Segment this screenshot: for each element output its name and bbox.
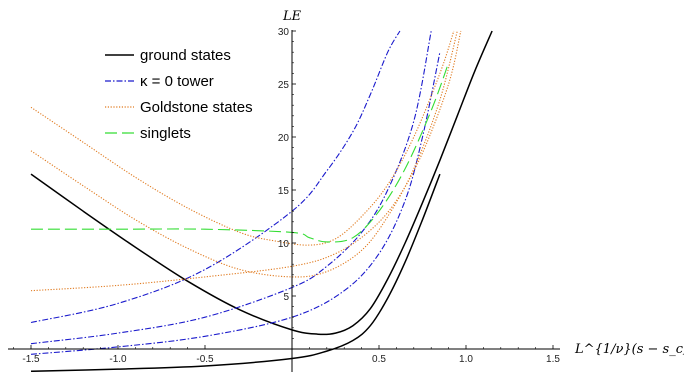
y-axis-title: LE bbox=[282, 9, 302, 24]
plot-area bbox=[30, 30, 493, 372]
series-line-0-tower-2 bbox=[30, 30, 401, 324]
tick-labels: -1.5 -1.0 -0.5 0.5 1.0 1.5 5 10 15 20 25 30 LE L^{1/ν… bbox=[22, 9, 684, 365]
y-tick-label: 5 bbox=[283, 292, 289, 303]
y-tick-label: 20 bbox=[278, 133, 290, 144]
series-line-ground-states-0 bbox=[30, 30, 493, 336]
axes bbox=[8, 30, 560, 372]
x-tick-label: -1.5 bbox=[22, 354, 40, 365]
x-tick-label: 0.5 bbox=[372, 354, 386, 365]
legend-label: singlets bbox=[140, 125, 191, 142]
series-line-0-tower-3 bbox=[30, 30, 432, 345]
x-tick-label: 1.0 bbox=[459, 354, 473, 365]
series-line-singlets-8 bbox=[31, 62, 450, 243]
legend-label: Goldstone states bbox=[140, 99, 253, 116]
series-line-goldstone-states-6 bbox=[30, 30, 458, 278]
legend: ground states κ = 0 tower Goldstone states… bbox=[105, 47, 253, 142]
x-tick-label: 1.5 bbox=[546, 354, 560, 365]
x-axis-title: L^{1/ν}(s − s_c) bbox=[574, 342, 684, 357]
y-tick-label: 15 bbox=[278, 186, 290, 197]
y-tick-label: 25 bbox=[278, 80, 290, 91]
series-line-ground-states-1 bbox=[30, 173, 441, 372]
x-tick-label: -1.0 bbox=[109, 354, 127, 365]
series-line-0-tower-4 bbox=[30, 52, 441, 355]
x-tick-label: -0.5 bbox=[196, 354, 214, 365]
y-tick-label: 10 bbox=[278, 239, 290, 250]
legend-label: ground states bbox=[140, 47, 231, 64]
series-line-goldstone-states-7 bbox=[30, 30, 462, 292]
y-tick-label: 30 bbox=[278, 27, 290, 38]
legend-label: κ = 0 tower bbox=[140, 73, 214, 90]
